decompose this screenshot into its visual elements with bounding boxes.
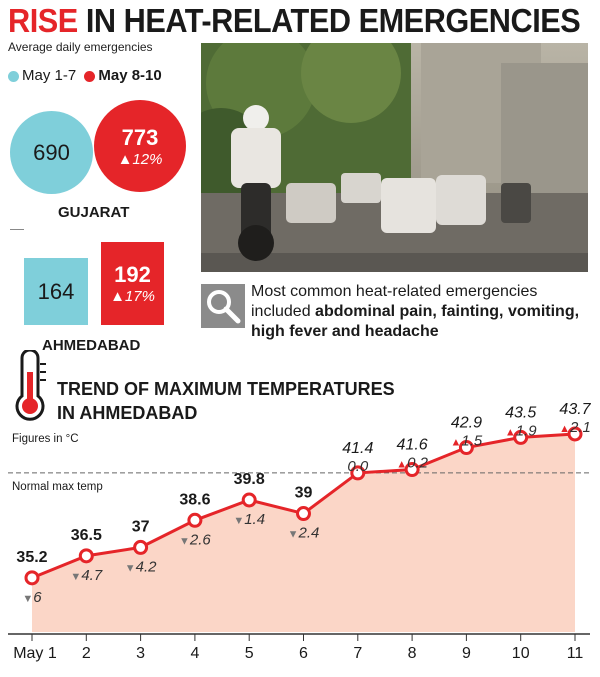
title-rest: IN HEAT-RELATED EMERGENCIES: [77, 2, 581, 39]
data-point: [513, 429, 529, 445]
gujarat-change: ▲12%: [117, 150, 163, 168]
legend-label-period2: May 8-10: [98, 67, 162, 84]
trend-title-line2: IN AHMEDABAD: [57, 403, 198, 423]
value-label: 37: [132, 518, 150, 535]
traffic-photo-image: [201, 43, 588, 272]
x-tick-label: May 1: [13, 645, 57, 662]
x-tick-label: 11: [567, 645, 584, 662]
data-point: [404, 462, 420, 478]
legend-dot-period2: [84, 70, 96, 82]
deviation-label: ▲1.5: [451, 433, 483, 450]
data-point: [458, 440, 474, 456]
normal-max-temp-label: Normal max temp: [12, 481, 103, 493]
note-text-plain: Most common heat-related emergencies inc…: [251, 283, 538, 320]
data-point: [241, 492, 257, 508]
subtitle: Average daily emergencies: [8, 40, 153, 54]
deviation-label: ▼2.6: [179, 531, 211, 548]
deviation-label: ▼6: [22, 589, 42, 606]
value-label: 35.2: [16, 549, 47, 566]
x-tick-label: 7: [353, 645, 362, 662]
value-label: 43.5: [505, 404, 536, 421]
x-tick-label: 10: [512, 645, 530, 662]
divider: [10, 229, 24, 230]
ahmedabad-period2-box: 192 ▲17%: [101, 242, 164, 325]
x-tick-label: 8: [408, 645, 417, 662]
title-highlight: RISE: [8, 2, 78, 39]
deviation-label: ▲1.9: [505, 422, 537, 439]
data-point: [187, 512, 203, 528]
trend-title-line1: TREND OF MAXIMUM TEMPERATURES: [57, 379, 395, 399]
x-tick-label: 6: [299, 645, 308, 662]
note-text: Most common heat-related emergencies inc…: [251, 282, 591, 342]
value-label: 42.9: [451, 415, 482, 432]
ahmedabad-period1-value: 164: [37, 278, 75, 304]
gujarat-period1-circle: 690: [10, 111, 93, 194]
value-label: 43.7: [559, 401, 591, 418]
deviation-label: ▼4.7: [70, 567, 102, 584]
data-point: [78, 548, 94, 564]
x-tick-label: 5: [245, 645, 254, 662]
trend-title: TREND OF MAXIMUM TEMPERATURES IN AHMEDAB…: [57, 377, 395, 425]
data-point: [133, 539, 149, 555]
ahmedabad-label: AHMEDABAD: [42, 337, 141, 354]
legend-dot-period1: [8, 70, 19, 82]
x-tick-label: 4: [190, 645, 199, 662]
x-tick-label: 9: [462, 645, 471, 662]
deviation-label: ▲0.2: [396, 455, 428, 472]
ahmedabad-period1-box: 164: [24, 258, 88, 325]
note-text-bold: abdominal pain, fainting, vomiting, high…: [251, 303, 580, 340]
gujarat-period2-value: 773: [121, 124, 159, 150]
deviation-label: 0.0: [347, 458, 369, 475]
traffic-photo: [201, 43, 588, 272]
gujarat-period1-value: 690: [33, 139, 70, 165]
deviation-label: ▼2.4: [288, 525, 320, 542]
figures-note: Figures in °C: [12, 433, 79, 445]
value-label: 39: [295, 485, 313, 502]
ahmedabad-period2-value: 192: [114, 262, 151, 287]
value-label: 41.6: [397, 437, 428, 454]
note: Most common heat-related emergencies inc…: [201, 280, 591, 348]
area-fill: [32, 434, 575, 632]
value-label: 39.8: [234, 471, 265, 488]
value-label: 36.5: [71, 527, 102, 544]
data-point: [350, 465, 366, 481]
thermometer-icon: [10, 350, 50, 422]
data-point: [24, 570, 40, 586]
legend-label-period1: May 1-7: [22, 67, 77, 84]
x-tick-label: 2: [82, 645, 91, 662]
x-tick-label: 3: [136, 645, 145, 662]
deviation-label: ▼4.2: [125, 558, 157, 575]
data-point: [296, 506, 311, 522]
ahmedabad-change: ▲17%: [110, 288, 155, 305]
gujarat-label: GUJARAT: [58, 204, 130, 221]
value-label: 41.4: [342, 440, 373, 457]
search-icon: [201, 284, 245, 328]
page-title: RISE IN HEAT-RELATED EMERGENCIES: [8, 2, 581, 40]
deviation-label: ▼1.4: [233, 511, 265, 528]
data-point: [567, 426, 583, 442]
gujarat-period2-circle: 773 ▲12%: [94, 100, 186, 192]
value-label: 38.6: [179, 491, 210, 508]
deviation-label: ▲2.1: [559, 419, 591, 436]
legend: May 1-7 May 8-10: [8, 67, 162, 84]
